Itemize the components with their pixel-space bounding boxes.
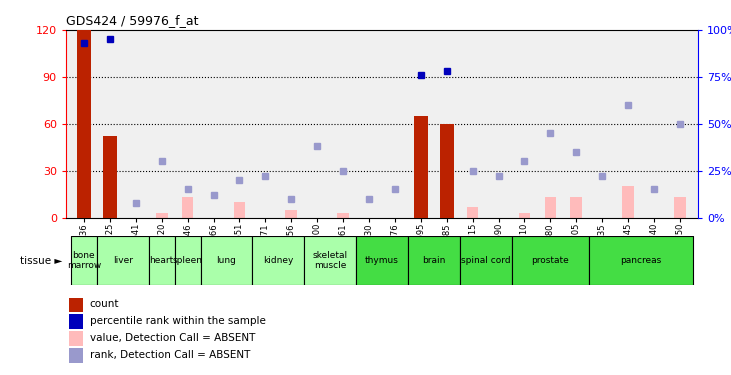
Bar — [304, 236, 356, 285]
Bar — [103, 136, 117, 218]
Bar — [77, 30, 91, 217]
Text: percentile rank within the sample: percentile rank within the sample — [90, 316, 265, 326]
Bar — [200, 236, 252, 285]
Bar — [279, 236, 304, 285]
Bar — [182, 197, 194, 217]
Bar — [227, 236, 252, 285]
Text: value, Detection Call = ABSENT: value, Detection Call = ABSENT — [90, 333, 255, 343]
Bar — [460, 236, 512, 285]
Text: liver: liver — [113, 256, 133, 265]
Text: GDS424 / 59976_f_at: GDS424 / 59976_f_at — [66, 15, 198, 27]
Bar — [564, 236, 589, 285]
Bar — [589, 236, 616, 285]
Bar — [622, 186, 634, 218]
Bar — [570, 197, 582, 217]
Bar — [337, 213, 349, 217]
Bar — [467, 207, 479, 218]
Bar — [674, 197, 686, 217]
Text: pancreas: pancreas — [621, 256, 662, 265]
Bar — [285, 210, 297, 218]
Bar — [69, 315, 83, 329]
Bar — [200, 236, 227, 285]
Bar — [97, 236, 123, 285]
Bar — [252, 236, 279, 285]
Bar — [408, 236, 433, 285]
Text: lung: lung — [216, 256, 236, 265]
Bar — [330, 236, 356, 285]
Bar — [641, 236, 667, 285]
Bar — [460, 236, 485, 285]
Bar — [485, 236, 512, 285]
Text: heart: heart — [150, 256, 174, 265]
Bar — [382, 236, 408, 285]
Bar — [175, 236, 200, 285]
Text: brain: brain — [422, 256, 445, 265]
Text: prostate: prostate — [531, 256, 569, 265]
Bar — [616, 236, 641, 285]
Bar — [408, 236, 460, 285]
Bar — [356, 236, 382, 285]
Bar — [439, 124, 454, 218]
Bar — [71, 236, 97, 285]
Bar — [148, 236, 175, 285]
Text: rank, Detection Call = ABSENT: rank, Detection Call = ABSENT — [90, 350, 250, 360]
Bar — [519, 213, 530, 217]
Bar — [545, 197, 556, 217]
Bar — [414, 116, 428, 218]
Bar — [156, 213, 167, 217]
Bar — [175, 236, 200, 285]
Text: spinal cord: spinal cord — [461, 256, 510, 265]
Bar — [69, 298, 83, 312]
Bar — [512, 236, 537, 285]
Bar — [433, 236, 460, 285]
Bar — [97, 236, 148, 285]
Bar — [69, 348, 83, 363]
Bar — [304, 236, 330, 285]
Text: kidney: kidney — [263, 256, 293, 265]
Bar — [123, 236, 148, 285]
Text: spleen: spleen — [173, 256, 202, 265]
Bar — [69, 332, 83, 346]
Bar — [71, 236, 97, 285]
Text: tissue ►: tissue ► — [20, 256, 62, 266]
Text: count: count — [90, 299, 119, 309]
Bar — [667, 236, 693, 285]
Bar — [537, 236, 564, 285]
Bar — [356, 236, 408, 285]
Bar — [252, 236, 304, 285]
Bar — [148, 236, 175, 285]
Bar — [234, 202, 245, 217]
Bar — [512, 236, 589, 285]
Text: thymus: thymus — [365, 256, 399, 265]
Text: skeletal
muscle: skeletal muscle — [313, 251, 348, 270]
Bar — [589, 236, 693, 285]
Text: bone
marrow: bone marrow — [67, 251, 101, 270]
